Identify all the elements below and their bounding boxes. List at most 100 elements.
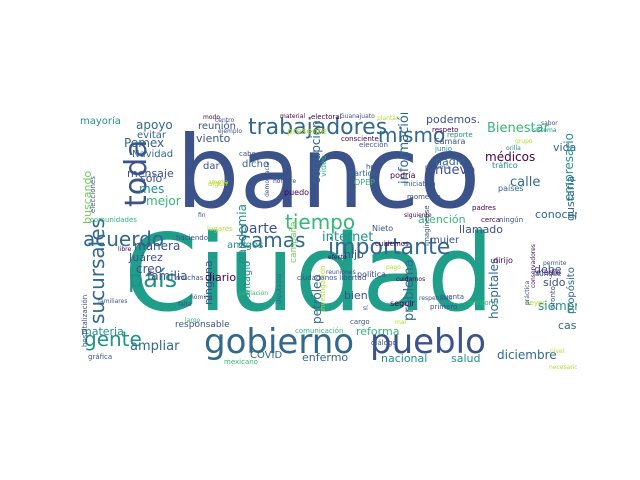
word-133: investigación: [319, 265, 327, 313]
word-3: pueblo: [370, 322, 486, 362]
word-91: Guanajuato: [340, 113, 375, 120]
word-24: nacional: [381, 352, 428, 365]
word-30: conocer: [535, 208, 577, 221]
word-81: seguir: [390, 299, 415, 308]
word-48: sólo: [140, 172, 163, 185]
word-132: cargo: [350, 318, 370, 326]
word-42: reunión: [198, 121, 236, 132]
word-145: amplía: [208, 179, 229, 186]
word-108: muchas: [176, 274, 204, 282]
word-90: material: [280, 113, 306, 120]
word-74: presente: [287, 127, 327, 137]
word-112: gráfica: [88, 353, 113, 361]
word-105: haciendo: [176, 234, 208, 242]
word-141: sabor: [541, 120, 558, 127]
word-55: dar: [203, 161, 220, 172]
word-78: OPEP: [354, 178, 375, 187]
word-0: banco: [176, 114, 481, 231]
word-79: Nieto: [372, 224, 394, 233]
word-104: lugares: [207, 225, 233, 233]
word-33: Bienestar: [487, 121, 549, 136]
word-130: Reyes: [525, 299, 546, 307]
word-4: trabajadores: [248, 115, 388, 140]
word-27: casa: [558, 319, 577, 332]
word-68: mujer: [430, 235, 460, 246]
word-9: camas: [240, 228, 306, 252]
word-128: permite: [543, 260, 567, 267]
word-49: mensaje: [127, 167, 174, 180]
word-17: familia: [147, 269, 188, 283]
word-29: hospitales: [487, 257, 501, 319]
word-83: dirijo: [493, 256, 513, 265]
word-135: centro: [215, 117, 235, 124]
word-94: Cámara: [434, 137, 466, 146]
word-107: elecciones: [89, 176, 97, 214]
word-144: hombre: [273, 178, 297, 185]
word-21: materia: [81, 325, 124, 338]
word-121: cuidemos: [375, 240, 409, 248]
word-100: podría: [390, 171, 416, 180]
word-103: algún: [208, 180, 228, 188]
word-77: partido: [349, 169, 378, 178]
word-152: práctica: [524, 281, 531, 306]
word-115: Diputados: [276, 273, 283, 305]
word-143: democracia: [264, 162, 271, 198]
word-99: momento: [407, 193, 441, 201]
word-87: cerca: [481, 216, 501, 224]
word-69: debe: [534, 263, 562, 276]
word-153: pago: [386, 264, 401, 271]
word-66: reforma: [356, 325, 400, 338]
word-88: padres: [472, 204, 496, 212]
word-40: médicos: [485, 150, 536, 164]
word-37: calle: [510, 175, 541, 190]
word-82: medio: [536, 268, 561, 277]
word-59: diario: [205, 271, 237, 284]
word-32: atención: [418, 213, 466, 226]
word-149: próxima: [425, 164, 450, 171]
word-51: mejor: [146, 194, 181, 208]
word-117: efecto: [328, 254, 347, 261]
word-89: electoral: [311, 113, 342, 121]
word-119: respetuoso: [419, 295, 453, 302]
word-93: reporte: [447, 131, 473, 139]
word-26: diciembre: [497, 348, 557, 362]
word-23: enfermo: [302, 351, 349, 364]
word-142: modo: [203, 114, 220, 121]
word-154: sí: [363, 305, 368, 312]
word-106: comunidades: [90, 216, 137, 224]
word-60: amigos: [227, 240, 264, 251]
word-109: nómina: [190, 294, 213, 301]
word-138: sistema: [533, 127, 557, 134]
word-43: apoyo: [136, 118, 173, 132]
word-123: comunicación: [295, 327, 344, 335]
word-14: internet: [322, 230, 374, 245]
word-125: cuenta: [440, 293, 465, 301]
word-67: problema: [402, 258, 417, 321]
word-47: Navidad: [132, 149, 174, 160]
word-137: siguiente: [404, 212, 432, 219]
word-28: siempre: [538, 299, 577, 313]
word-73: campaña: [289, 221, 299, 264]
word-39: nadie: [435, 155, 466, 168]
word-34: vida: [553, 141, 577, 154]
word-50: mes: [139, 182, 165, 196]
word-122: ciudadanos libertad: [297, 274, 367, 282]
word-19: Juárez: [129, 251, 163, 264]
word-7: acuerdo: [83, 227, 165, 251]
word-12: mismo: [378, 123, 446, 147]
word-84: tráfico: [492, 161, 518, 170]
word-75: puedo: [284, 188, 310, 197]
word-157: necesario: [549, 364, 577, 370]
word-134: mexicano: [224, 358, 258, 366]
word-85: países: [498, 184, 524, 193]
word-148: cuidarnos: [396, 276, 426, 283]
word-10: importante: [328, 235, 451, 260]
word-97: elección: [359, 141, 388, 149]
word-44: mayoría: [80, 116, 121, 127]
word-36: gustaría: [564, 175, 577, 221]
word-13: sucursales: [85, 218, 109, 324]
word-56: pandemia: [235, 203, 249, 264]
word-cloud: banco Ciudad gobierno pueblo trabajadores tod…: [80, 113, 577, 369]
word-96: consciente: [341, 135, 379, 143]
word-131: pronto: [549, 286, 557, 310]
